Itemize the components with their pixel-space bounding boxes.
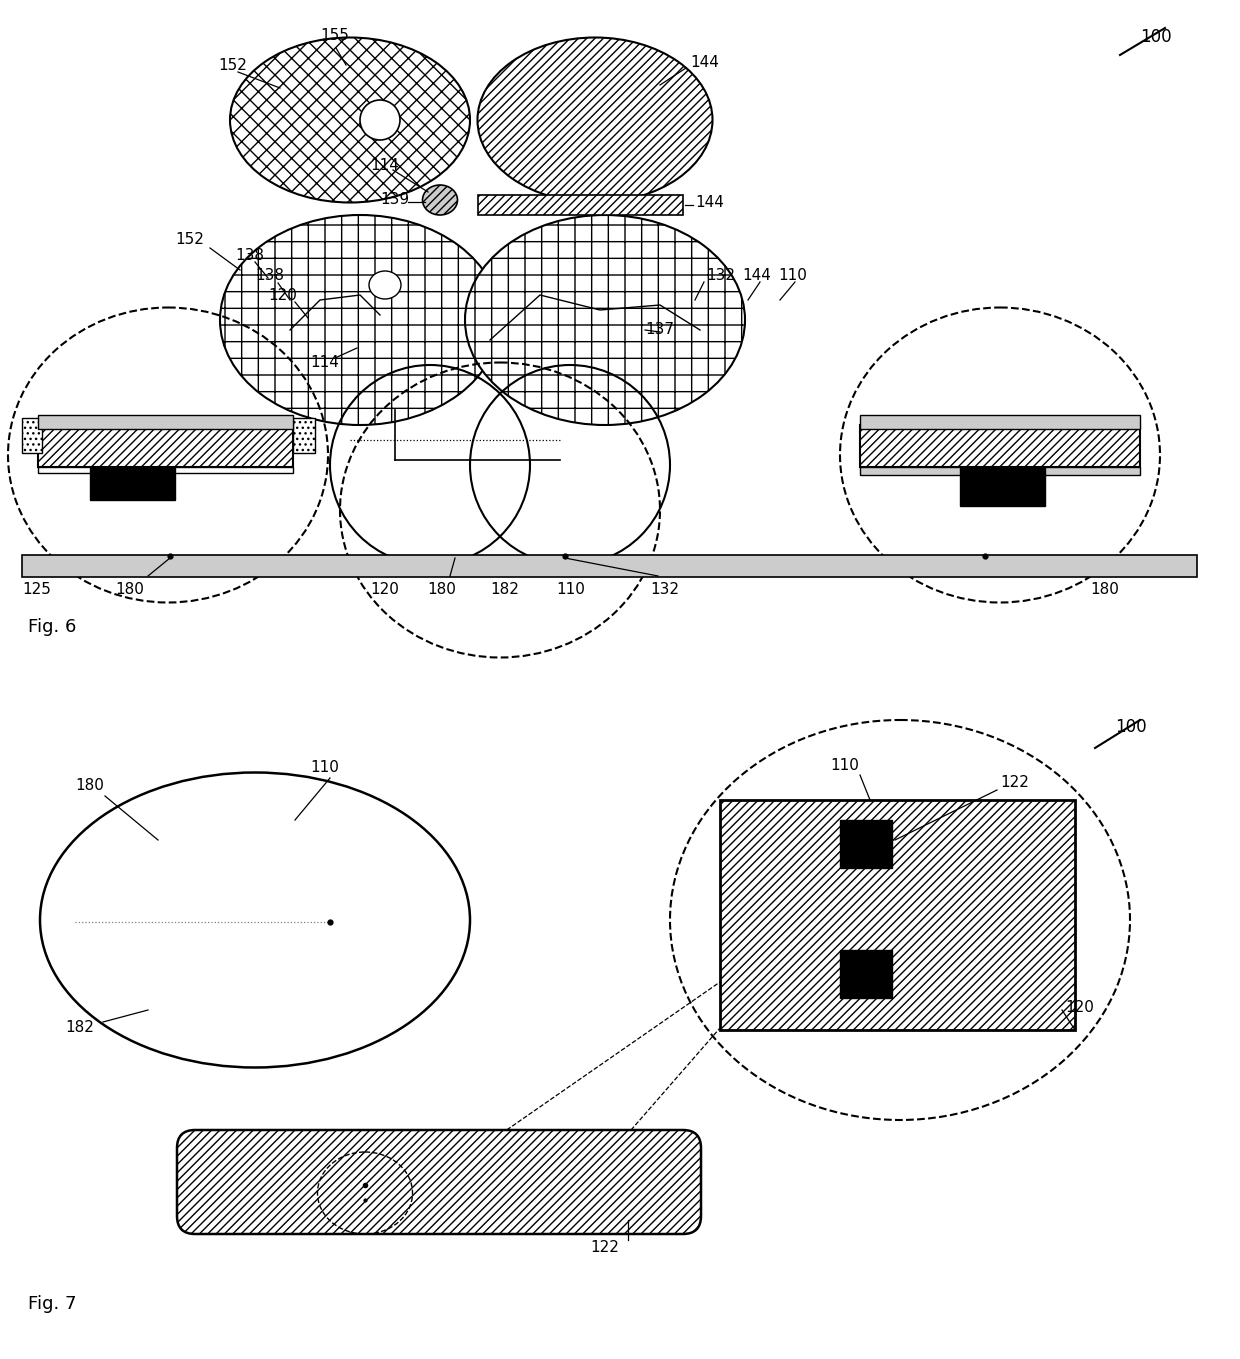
Bar [293,419,315,453]
Text: 132: 132 [706,268,735,283]
Bar [91,467,175,500]
Bar [38,425,293,467]
Ellipse shape [465,215,745,425]
Text: 180: 180 [74,777,104,794]
Ellipse shape [423,185,458,215]
Bar [720,800,1075,1030]
Bar [38,414,293,429]
Text: 100: 100 [1115,718,1147,737]
Text: 122: 122 [999,775,1029,790]
Text: 180: 180 [427,582,456,597]
Bar [22,554,1197,578]
Text: 110: 110 [556,582,585,597]
Text: 120: 120 [268,288,296,303]
Bar [839,819,892,868]
Text: 120: 120 [1065,1000,1094,1015]
Text: Fig. 7: Fig. 7 [29,1295,77,1313]
Text: 100: 100 [1140,29,1172,46]
Text: 180: 180 [115,582,144,597]
Text: 138: 138 [255,268,284,283]
Text: 182: 182 [490,582,518,597]
FancyBboxPatch shape [177,1129,701,1234]
Text: Fig. 6: Fig. 6 [29,618,77,636]
Text: 114: 114 [310,355,339,370]
Text: 139: 139 [379,192,409,207]
Text: 155: 155 [320,29,348,43]
Bar [861,425,1140,467]
Text: 132: 132 [650,582,680,597]
Text: 110: 110 [777,268,807,283]
Bar [960,467,1045,506]
Bar [839,950,892,998]
Ellipse shape [370,270,401,299]
Text: 122: 122 [590,1239,619,1254]
Bar [861,467,1140,476]
Text: 144: 144 [689,54,719,71]
Text: 114: 114 [370,158,399,173]
Text: 144: 144 [742,268,771,283]
Bar [38,467,293,473]
Text: 152: 152 [218,58,247,73]
Text: 125: 125 [22,582,51,597]
Text: 138: 138 [236,247,264,264]
Text: 137: 137 [645,322,675,337]
Text: 110: 110 [310,760,339,775]
Text: 120: 120 [370,582,399,597]
Bar [22,419,42,453]
Ellipse shape [229,38,470,202]
Text: 110: 110 [830,758,859,773]
Text: 152: 152 [175,232,203,247]
Ellipse shape [477,38,713,202]
Bar [861,414,1140,429]
Bar [477,194,683,215]
Text: 144: 144 [694,194,724,211]
Text: 182: 182 [64,1021,94,1036]
Ellipse shape [360,101,401,140]
Ellipse shape [219,215,500,425]
Text: 180: 180 [1090,582,1118,597]
